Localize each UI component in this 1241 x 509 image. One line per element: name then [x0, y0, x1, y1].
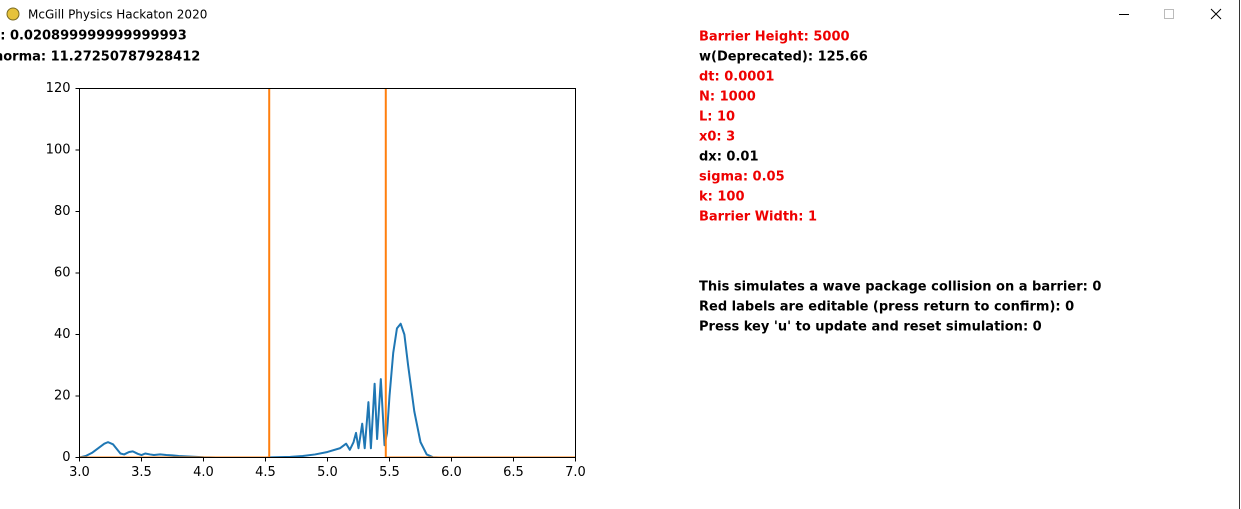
data-line	[79, 322, 575, 457]
info-line: This simulates a wave package collision …	[699, 280, 1101, 295]
y-tick-label: 100	[46, 143, 71, 158]
y-tick-label: 0	[62, 450, 70, 465]
y-tick-label: 60	[54, 266, 71, 281]
parameter-label: dx: 0.01	[699, 150, 759, 165]
parameter-label: Barrier Height: 5000	[699, 30, 850, 45]
info-line: Press key 'u' to update and reset simula…	[699, 320, 1042, 335]
window-title: McGill Physics Hackaton 2020	[28, 8, 207, 22]
plot-area	[79, 88, 575, 457]
parameter-label: N: 1000	[699, 90, 756, 105]
close-button[interactable]	[1210, 8, 1222, 20]
y-tick-label: 80	[54, 204, 71, 219]
x-tick-label: 4.5	[255, 465, 276, 480]
parameter-label: k: 100	[699, 190, 745, 205]
info-line: Red labels are editable (press return to…	[699, 300, 1074, 315]
status-line: norma: 11.27250787928412	[0, 50, 200, 65]
x-tick-label: 3.0	[69, 465, 90, 480]
parameter-label: L: 10	[699, 110, 735, 125]
y-tick-label: 120	[46, 81, 71, 96]
y-tick-label: 20	[54, 389, 71, 404]
x-tick-label: 5.5	[379, 465, 400, 480]
x-tick-label: 6.0	[441, 465, 462, 480]
parameter-label: dt: 0.0001	[699, 70, 774, 85]
x-tick-label: 4.0	[193, 465, 214, 480]
maximize-button[interactable]	[1164, 9, 1174, 19]
y-tick-label: 40	[54, 327, 71, 342]
x-tick-label: 6.5	[503, 465, 524, 480]
parameter-label: x0: 3	[699, 130, 735, 145]
x-tick-label: 7.0	[565, 465, 586, 480]
parameter-label: w(Deprecated): 125.66	[699, 50, 868, 65]
status-line: t: 0.020899999999999993	[0, 29, 187, 44]
app-icon	[6, 7, 20, 21]
x-tick-label: 5.0	[317, 465, 338, 480]
x-tick-label: 3.5	[131, 465, 152, 480]
parameter-label: sigma: 0.05	[699, 170, 785, 185]
parameter-label: Barrier Width: 1	[699, 210, 817, 225]
